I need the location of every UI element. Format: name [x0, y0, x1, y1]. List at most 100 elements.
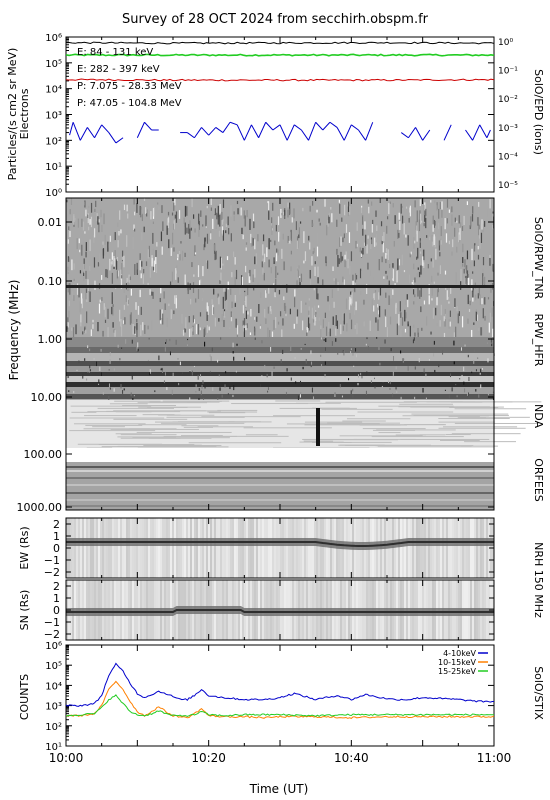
hfr-pixel [73, 390, 75, 394]
epd-series-segment-blue [415, 127, 424, 141]
spectrogram-pixel [268, 210, 270, 220]
spectrogram-pixel [223, 259, 225, 269]
spectrogram-pixel [311, 307, 313, 319]
nrh-column [450, 518, 452, 578]
spectrogram-pixel [114, 232, 116, 241]
spectrogram-pixel [317, 232, 319, 245]
hfr-pixel [285, 391, 287, 395]
spectrogram-pixel [444, 218, 446, 230]
nrh-column [252, 518, 254, 578]
spectrogram-pixel [475, 294, 477, 301]
spectrogram-pixel [374, 290, 377, 293]
spectrogram-pixel [182, 253, 184, 258]
hfr-pixel [137, 348, 139, 352]
spectrogram-pixel [222, 218, 224, 225]
spectrogram-pixel [136, 203, 138, 213]
spectrogram-pixel [218, 318, 220, 322]
spectrogram-pixel [288, 240, 290, 244]
hfr-pixel [175, 339, 177, 345]
spectrogram-pixel [74, 217, 76, 221]
spectrogram-pixel [298, 265, 300, 269]
hfr-pixel [200, 374, 202, 377]
spectrogram-pixel [420, 220, 423, 223]
spectrogram-pixel [371, 299, 373, 310]
hfr-pixel [393, 355, 395, 361]
epd-series-segment-blue [486, 129, 491, 138]
hfr-pixel [204, 341, 206, 347]
spectrogram-pixel [215, 219, 217, 230]
nda-streak [339, 441, 392, 443]
nrh-column [290, 518, 292, 578]
epd-series-segment-blue [322, 121, 331, 131]
nrh-column [214, 518, 216, 578]
spectrogram-pixel [335, 328, 337, 336]
spectrogram-pixel [316, 288, 318, 300]
hfr-pixel [147, 359, 149, 362]
nrh-column [108, 518, 110, 578]
spectrogram-pixel [439, 202, 441, 210]
orfees-line [66, 466, 494, 468]
spectrogram-pixel [387, 249, 389, 261]
hfr-pixel [122, 390, 124, 394]
hfr-pixel [342, 350, 344, 353]
spectrogram-pixel [436, 297, 438, 306]
spectrogram-pixel [124, 317, 126, 325]
spectrogram-pixel [423, 223, 425, 227]
hfr-pixel [395, 366, 397, 370]
spectrogram-pixel [155, 250, 157, 257]
spectrogram-pixel [380, 221, 383, 227]
nrh-column [278, 518, 280, 578]
nda-streak [370, 424, 446, 426]
spectrogram-pixel [283, 261, 285, 271]
nrh-column [398, 518, 400, 578]
spectrogram-pixel [94, 208, 96, 213]
spectrogram-pixel [356, 222, 358, 231]
spectrogram-pixel [398, 212, 400, 220]
hfr-pixel [299, 394, 301, 398]
spectrogram-pixel [287, 202, 289, 208]
hfr-pixel [158, 355, 160, 361]
spectrogram-pixel [114, 250, 116, 259]
spectrogram-pixel [127, 213, 129, 219]
hfr-band [66, 347, 494, 353]
spectrogram-pixel [350, 298, 352, 306]
spectrogram-pixel [343, 313, 345, 325]
spectrogram-pixel [245, 325, 247, 331]
spectrogram-pixel [421, 327, 423, 331]
spectrogram-pixel [424, 202, 426, 212]
epd-series-segment-blue [308, 122, 317, 141]
spectrogram-pixel [356, 323, 358, 335]
spectrogram-pixel [263, 272, 265, 281]
nda-streak [142, 414, 175, 416]
spectrogram-pixel [211, 299, 213, 305]
spectrogram-pixel [84, 200, 86, 208]
spectrogram-pixel [188, 223, 190, 234]
nda-streak [117, 436, 177, 438]
nrh-column [168, 518, 170, 578]
nrh-column [464, 518, 466, 578]
spectrogram-pixel [315, 314, 317, 318]
nrh-column [200, 518, 202, 578]
nrh-column [194, 518, 196, 578]
spectrogram-pixel [455, 272, 457, 284]
spectrogram-pixel [367, 199, 369, 204]
spectrogram-pixel [228, 228, 230, 235]
spectrogram-pixel [234, 257, 236, 265]
spectrogram-pixel [466, 265, 468, 274]
spectrogram-pixel [206, 233, 209, 244]
spectrogram-pixel [85, 242, 87, 252]
spectrogram-pixel [419, 199, 421, 207]
spectrogram-pixel [417, 267, 419, 270]
nda-streak [207, 411, 258, 413]
spectrogram-pixel [428, 284, 430, 295]
spectrogram-pixel [193, 274, 195, 277]
hfr-pixel [200, 390, 202, 396]
hfr-pixel [335, 338, 337, 342]
nda-streak [457, 417, 486, 419]
nrh-column [98, 518, 100, 578]
hfr-pixel [282, 349, 284, 354]
epd-y2-tick-label: 10⁻¹ [498, 67, 518, 77]
epd-y-label-electrons: Electrons [18, 88, 31, 139]
